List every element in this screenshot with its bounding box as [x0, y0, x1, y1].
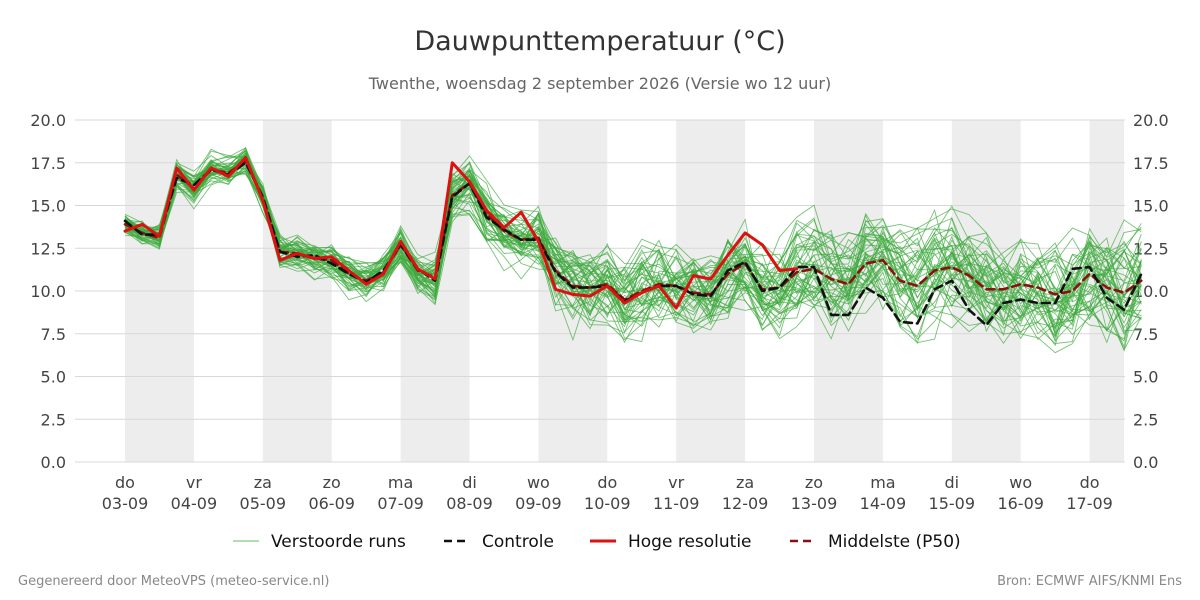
x-tick-date: 06-09 [308, 494, 355, 513]
x-tick-day: za [736, 473, 754, 492]
y-tick-left: 0.0 [41, 453, 66, 472]
y-tick-left: 10.0 [30, 282, 66, 301]
y-tick-left: 5.0 [41, 368, 66, 387]
y-axis-right: 0.0 2.5 5.0 7.5 10.0 12.5 15.0 17.5 20.0 [1133, 111, 1169, 472]
y-tick-left: 7.5 [41, 325, 66, 344]
x-tick-day: do [597, 473, 617, 492]
grid-lines [75, 119, 1125, 463]
chart-title: Dauwpunttemperatuur (°C) [414, 26, 785, 57]
x-tick-date: 07-09 [377, 494, 424, 513]
ensemble-member-line [124, 162, 1142, 344]
legend: Verstoorde runs Controle Hoge resolutie Mid… [233, 532, 961, 552]
y-tick-right: 5.0 [1133, 368, 1158, 387]
footer-right: Bron: ECMWF AIFS/KNMI Ens [997, 574, 1182, 589]
y-tick-right: 10.0 [1133, 282, 1169, 301]
ensemble-member-line [124, 164, 1142, 334]
x-tick-date: 14-09 [860, 494, 907, 513]
y-tick-right: 7.5 [1133, 325, 1158, 344]
x-tick-date: 03-09 [102, 494, 149, 513]
y-tick-right: 2.5 [1133, 410, 1158, 429]
y-tick-right: 20.0 [1133, 111, 1169, 130]
y-tick-left: 15.0 [30, 197, 66, 216]
x-tick-date: 05-09 [240, 494, 287, 513]
x-axis: do 03-09 vr 04-09 za 05-09 zo 06-09 ma 07-09 di 08-… [102, 473, 1113, 513]
x-tick-day: vr [186, 473, 202, 492]
y-tick-right: 17.5 [1133, 154, 1169, 173]
legend-label: Middelste (P50) [828, 532, 961, 552]
x-tick-day: zo [805, 473, 823, 492]
ensemble-member-line [124, 163, 1142, 349]
x-tick-date: 17-09 [1066, 494, 1113, 513]
y-tick-right: 15.0 [1133, 197, 1169, 216]
ensemble-member-line [124, 162, 1142, 322]
y-tick-right: 0.0 [1133, 453, 1158, 472]
x-tick-date: 11-09 [653, 494, 700, 513]
y-tick-left: 20.0 [30, 111, 66, 130]
x-tick-date: 04-09 [171, 494, 218, 513]
x-tick-day: vr [668, 473, 684, 492]
ensemble-member-line [124, 148, 1142, 330]
x-tick-date: 16-09 [997, 494, 1044, 513]
legend-label: Hoge resolutie [628, 532, 752, 552]
x-tick-date: 13-09 [791, 494, 838, 513]
x-tick-day: zo [323, 473, 341, 492]
series-line-hoge-resolutie [123, 156, 799, 310]
x-tick-day: wo [527, 473, 550, 492]
y-tick-left: 12.5 [30, 239, 66, 258]
x-tick-date: 12-09 [722, 494, 769, 513]
x-tick-date: 08-09 [446, 494, 493, 513]
x-tick-day: di [944, 473, 959, 492]
ensemble-member-line [124, 165, 1142, 323]
x-tick-day: ma [870, 473, 895, 492]
legend-label: Verstoorde runs [271, 532, 406, 552]
series-lines [123, 156, 1143, 327]
y-tick-left: 2.5 [41, 410, 66, 429]
ensemble-member-line [124, 152, 1142, 354]
y-tick-left: 17.5 [30, 154, 66, 173]
x-tick-day: ma [388, 473, 413, 492]
ensemble-member-line [124, 149, 1142, 334]
footer-left: Gegenereerd door MeteoVPS (meteo-service… [18, 574, 329, 589]
ensemble-member-line [124, 155, 1142, 347]
legend-label: Controle [482, 532, 554, 552]
x-tick-day: do [1080, 473, 1100, 492]
x-tick-date: 15-09 [929, 494, 976, 513]
x-tick-day: di [462, 473, 477, 492]
y-axis-left: 0.0 2.5 5.0 7.5 10.0 12.5 15.0 17.5 20.0 [30, 111, 66, 472]
x-tick-day: do [115, 473, 135, 492]
y-tick-right: 12.5 [1133, 239, 1169, 258]
ensemble-lines [124, 147, 1142, 354]
chart-subtitle: Twenthe, woensdag 2 september 2026 (Vers… [368, 74, 831, 93]
x-tick-day: za [254, 473, 272, 492]
ensemble-member-line [124, 163, 1142, 314]
x-tick-date: 09-09 [515, 494, 562, 513]
x-tick-day: wo [1009, 473, 1032, 492]
x-tick-date: 10-09 [584, 494, 631, 513]
